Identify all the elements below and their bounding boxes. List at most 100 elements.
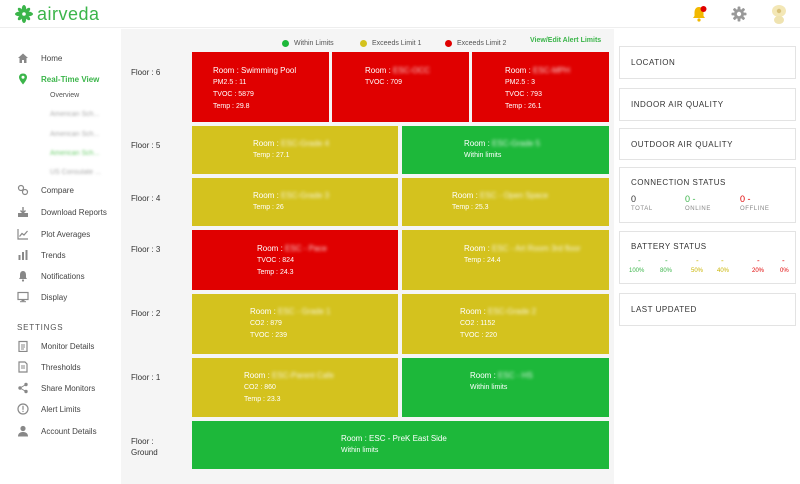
room-tile[interactable]: Room : ESC - Pace TVOC : 824 Temp : 24.3 (192, 230, 398, 290)
location-panel[interactable]: LOCATION (619, 46, 796, 79)
room-metric: Temp : 27.1 (253, 152, 290, 159)
room-text: Room : ESC-Grade 2 CO2 : 1152 TVOC : 220 (460, 306, 536, 342)
sidebar-subitem-location[interactable]: American Sch... (50, 111, 100, 118)
room-text: Room : ESC - HS Within limits (470, 370, 533, 394)
sidebar-item-label: Thresholds (41, 363, 81, 372)
home-icon (18, 53, 28, 63)
room-metric: Temp : 24.3 (257, 269, 294, 276)
room-name: Room : ESC - Art Room 3rd floor (464, 244, 581, 253)
sidebar-subitem-location[interactable]: American Sch... (50, 131, 100, 138)
compare-icon (17, 184, 29, 196)
sidebar-subitem-overview[interactable]: Overview (50, 92, 80, 99)
yellow-dot-icon (360, 39, 367, 47)
room-metric: PM2.5 : 11 (213, 79, 247, 86)
floor-label: Floor : 5 (131, 141, 161, 150)
sidebar-item-plot-averages[interactable]: Plot Averages (0, 224, 121, 244)
room-metric: CO2 : 879 (250, 320, 282, 327)
sidebar-item-alert-limits[interactable]: Alert Limits (0, 399, 121, 419)
sidebar-item-download-reports[interactable]: Download Reports (0, 202, 121, 222)
room-metric: TVOC : 793 (505, 91, 542, 98)
sidebar-item-display[interactable]: Display (0, 287, 121, 307)
connection-total-value: 0 (631, 194, 637, 204)
room-tile[interactable]: Room : ESC - Open Space Temp : 25.3 (402, 178, 609, 226)
sidebar-item-monitor-details[interactable]: Monitor Details (0, 336, 121, 356)
battery-status-panel: BATTERY STATUS - - - - - - 100% 80% 50% … (619, 231, 796, 284)
outdoor-air-quality-panel[interactable]: OUTDOOR AIR QUALITY (619, 128, 796, 160)
map-pin-icon (19, 73, 27, 85)
room-name: Room : ESC-Parent Cafe (244, 371, 334, 380)
room-tile[interactable]: Room : Swimming Pool PM2.5 : 11 TVOC : 5… (192, 52, 329, 122)
sidebar-subitem-location-active[interactable]: American Sch... (50, 150, 100, 157)
sidebar-item-label: Alert Limits (41, 405, 81, 414)
battery-level-label: 80% (660, 268, 673, 274)
sidebar-item-label: Trends (41, 251, 66, 260)
room-metric: TVOC : 709 (365, 79, 402, 86)
sidebar-item-label: Display (41, 293, 68, 302)
indoor-air-quality-panel[interactable]: INDOOR AIR QUALITY (619, 88, 796, 121)
sidebar-item-account-details[interactable]: Account Details (0, 421, 121, 441)
sidebar: Home Real-Time View Overview American Sc… (0, 29, 121, 484)
green-dot-icon (282, 39, 289, 47)
sidebar-item-notifications[interactable]: Notifications (0, 266, 121, 286)
share-icon (18, 382, 28, 394)
battery-count: - (696, 256, 699, 265)
room-metric: PM2.5 : 3 (505, 79, 535, 86)
line-chart-icon (17, 229, 28, 240)
sidebar-item-thresholds[interactable]: Thresholds (0, 357, 121, 377)
battery-level-label: 0% (780, 268, 789, 274)
room-tile[interactable]: Room : ESC-Grade 5 Within limits (402, 126, 609, 174)
gear-icon[interactable] (730, 5, 748, 23)
bell-outline-icon (19, 271, 27, 282)
battery-count: - (757, 256, 760, 265)
room-name: Room : ESC - PreK East Side (341, 434, 447, 443)
red-dot-icon (445, 39, 452, 47)
room-tile[interactable]: Room : ESC-Grade 3 Temp : 26 (192, 178, 398, 226)
room-metric: Temp : 24.4 (464, 257, 501, 264)
sidebar-item-label: Compare (41, 186, 74, 195)
connection-offline-value: 0 - (740, 194, 751, 204)
room-tile[interactable]: Room : ESC - PreK East Side Within limit… (192, 421, 609, 469)
battery-count: - (721, 256, 724, 265)
room-name: Room : ESC-Grade 2 (460, 307, 537, 316)
room-text: Room : ESC-Grade 4 Temp : 27.1 (253, 138, 329, 162)
room-text: Room : ESC-MPH PM2.5 : 3 TVOC : 793 Temp… (505, 65, 570, 113)
room-tile[interactable]: Room : ESC-Grade 4 Temp : 27.1 (192, 126, 398, 174)
room-name: Room : ESC - Grade 1 (250, 307, 331, 316)
sidebar-item-trends[interactable]: Trends (0, 245, 121, 265)
room-text: Room : Swimming Pool PM2.5 : 11 TVOC : 5… (213, 65, 296, 113)
floor-label: Ground (131, 448, 158, 457)
room-tile[interactable]: Room : ESC - Art Room 3rd floor Temp : 2… (402, 230, 609, 290)
floor-label: Floor : 6 (131, 68, 161, 77)
room-tile[interactable]: Room : ESC-OCC TVOC : 709 (332, 52, 469, 122)
floor-label: Floor : 3 (131, 245, 161, 254)
floor-label: Floor : (131, 437, 154, 446)
room-name: Room : ESC-Grade 5 (464, 139, 541, 148)
room-name: Room : ESC-OCC (365, 66, 430, 75)
brand-logo[interactable]: airveda (14, 4, 100, 24)
legend-label: Within Limits (294, 39, 334, 47)
room-text: Room : ESC - Grade 1 CO2 : 879 TVOC : 23… (250, 306, 330, 342)
room-tile[interactable]: Room : ESC - HS Within limits (402, 358, 609, 417)
room-tile[interactable]: Room : ESC - Grade 1 CO2 : 879 TVOC : 23… (192, 294, 398, 354)
room-name: Room : ESC - Pace (257, 244, 327, 253)
user-icon (18, 425, 28, 437)
legend-exceeds-limit-2: Exceeds Limit 2 (445, 38, 506, 48)
room-tile[interactable]: Room : ESC-MPH PM2.5 : 3 TVOC : 793 Temp… (472, 52, 609, 122)
sidebar-item-share-monitors[interactable]: Share Monitors (0, 378, 121, 398)
battery-count: - (665, 256, 668, 265)
room-tile[interactable]: Room : ESC-Parent Cafe CO2 : 860 Temp : … (192, 358, 398, 417)
connection-status-panel: CONNECTION STATUS 0 TOTAL 0 - ONLINE 0 -… (619, 167, 796, 223)
avatar-icon[interactable] (770, 4, 788, 24)
bell-icon[interactable] (690, 5, 708, 23)
sidebar-item-compare[interactable]: Compare (0, 180, 121, 200)
view-edit-alert-limits-link[interactable]: View/Edit Alert Limits (530, 37, 602, 44)
sidebar-subitem-location[interactable]: US Consulate ... (50, 169, 101, 176)
room-metric: CO2 : 860 (244, 384, 276, 391)
sidebar-item-realtime-view[interactable]: Real-Time View (0, 69, 121, 89)
room-tile[interactable]: Room : ESC-Grade 2 CO2 : 1152 TVOC : 220 (402, 294, 609, 354)
legend-label: Exceeds Limit 2 (457, 39, 507, 47)
battery-count: - (782, 256, 785, 265)
battery-level-label: 20% (752, 268, 765, 274)
sidebar-item-home[interactable]: Home (0, 48, 121, 68)
connection-total-label: TOTAL (631, 206, 653, 212)
